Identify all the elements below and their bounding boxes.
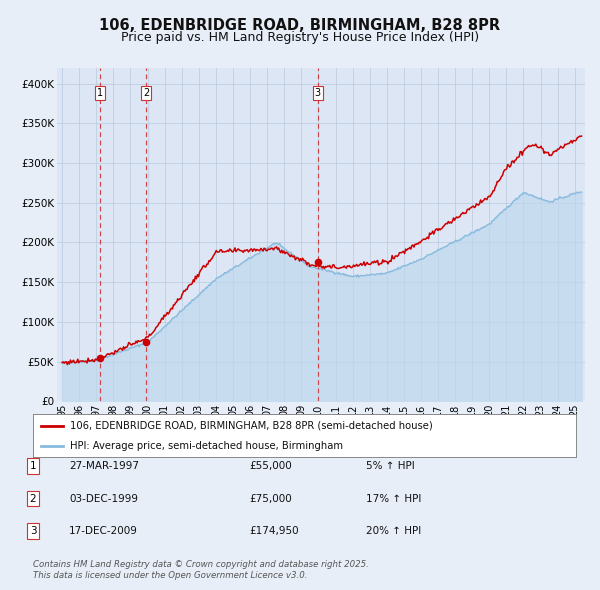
- Text: 20% ↑ HPI: 20% ↑ HPI: [366, 526, 421, 536]
- Text: 17-DEC-2009: 17-DEC-2009: [69, 526, 138, 536]
- Text: HPI: Average price, semi-detached house, Birmingham: HPI: Average price, semi-detached house,…: [70, 441, 343, 451]
- Text: 106, EDENBRIDGE ROAD, BIRMINGHAM, B28 8PR: 106, EDENBRIDGE ROAD, BIRMINGHAM, B28 8P…: [100, 18, 500, 33]
- Text: 3: 3: [314, 88, 321, 99]
- Text: Price paid vs. HM Land Registry's House Price Index (HPI): Price paid vs. HM Land Registry's House …: [121, 31, 479, 44]
- Text: 03-DEC-1999: 03-DEC-1999: [69, 494, 138, 503]
- Text: £55,000: £55,000: [249, 461, 292, 471]
- Text: Contains HM Land Registry data © Crown copyright and database right 2025.: Contains HM Land Registry data © Crown c…: [33, 560, 369, 569]
- Text: This data is licensed under the Open Government Licence v3.0.: This data is licensed under the Open Gov…: [33, 571, 308, 580]
- Text: 5% ↑ HPI: 5% ↑ HPI: [366, 461, 415, 471]
- Text: 2: 2: [29, 494, 37, 503]
- Text: 1: 1: [97, 88, 103, 99]
- Text: 3: 3: [29, 526, 37, 536]
- Text: 27-MAR-1997: 27-MAR-1997: [69, 461, 139, 471]
- Text: £174,950: £174,950: [249, 526, 299, 536]
- Text: 1: 1: [29, 461, 37, 471]
- Text: 2: 2: [143, 88, 149, 99]
- Text: £75,000: £75,000: [249, 494, 292, 503]
- Text: 17% ↑ HPI: 17% ↑ HPI: [366, 494, 421, 503]
- Text: 106, EDENBRIDGE ROAD, BIRMINGHAM, B28 8PR (semi-detached house): 106, EDENBRIDGE ROAD, BIRMINGHAM, B28 8P…: [70, 421, 433, 431]
